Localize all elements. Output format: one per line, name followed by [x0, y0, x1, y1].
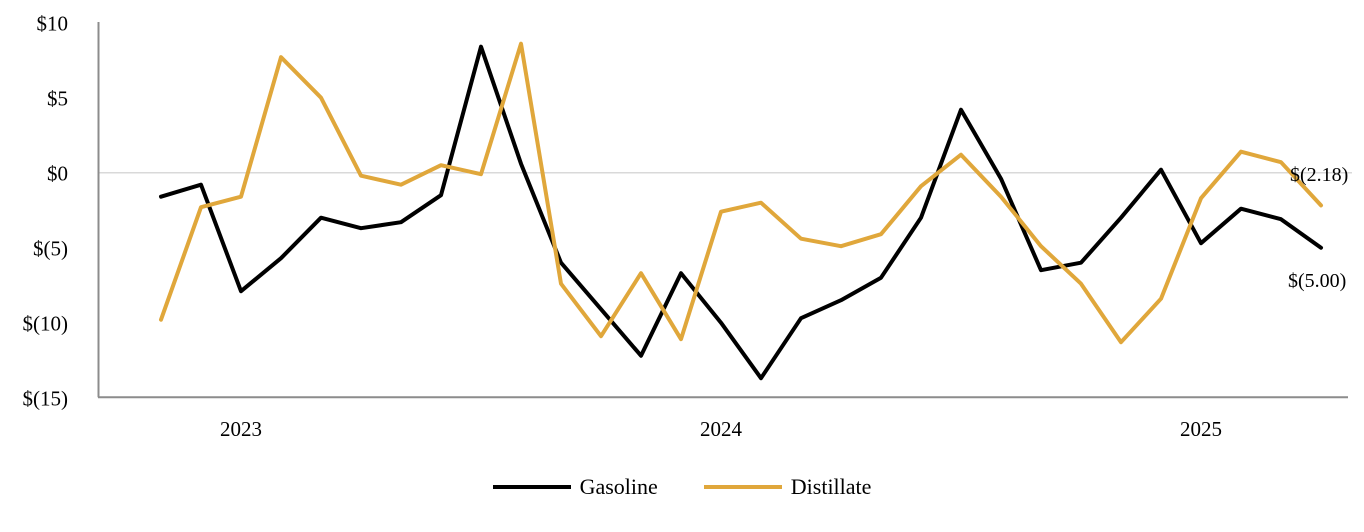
y-axis-tick-label: $0	[47, 162, 68, 186]
gasoline-line-swatch	[492, 485, 571, 489]
distillate-end-value-label: $(2.18)	[1290, 164, 1348, 186]
y-axis-tick-label: $10	[37, 12, 69, 36]
legend-label-distillate: Distillate	[790, 474, 872, 499]
x-axis-year-label: 2025	[1180, 417, 1222, 441]
chart-legend: Gasoline Distillate	[0, 474, 1364, 500]
y-axis-tick-label: $(10)	[23, 312, 69, 336]
y-axis-tick-label: $(15)	[23, 387, 69, 411]
legend-item-gasoline: Gasoline	[492, 474, 658, 500]
legend-item-distillate: Distillate	[703, 474, 872, 500]
distillate-line-swatch	[703, 485, 782, 489]
gasoline-series-line	[159, 44, 1323, 381]
legend-label-gasoline: Gasoline	[579, 474, 658, 499]
distillate-series-line	[159, 41, 1323, 345]
y-axis-tick-label: $5	[47, 87, 68, 111]
y-axis-tick-label: $(5)	[33, 237, 68, 261]
x-axis-year-label: 2024	[700, 417, 743, 441]
x-axis-year-label: 2023	[220, 417, 262, 441]
gasoline-end-value-label: $(5.00)	[1288, 270, 1346, 292]
